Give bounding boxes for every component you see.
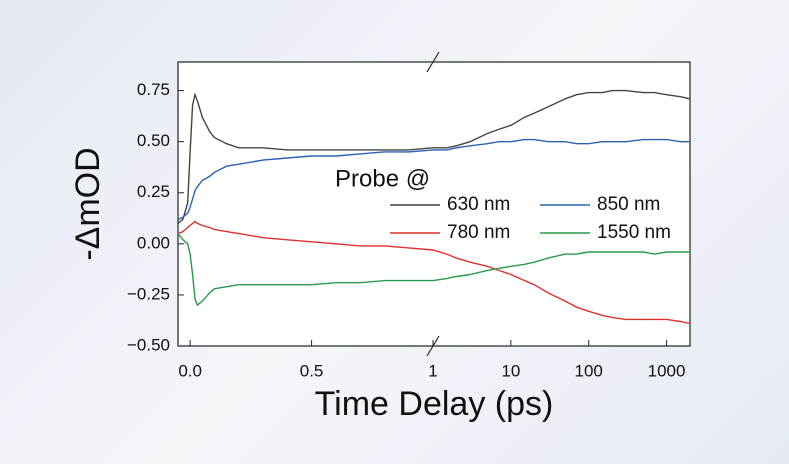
legend-label: 630 nm [447, 194, 510, 215]
plot-frame [177, 61, 691, 347]
y-tick-label: 0.75 [137, 80, 170, 99]
axis-break [426, 51, 440, 73]
x-tick-label: 1000 [648, 361, 686, 380]
y-tick-label: 0.25 [137, 182, 170, 201]
x-tick-label: 100 [575, 361, 603, 380]
legend-label: 1550 nm [597, 222, 671, 243]
series-line [177, 220, 691, 325]
y-tick-label: 0.00 [137, 233, 170, 252]
y-axis-label: -ΔmOD [69, 147, 107, 260]
legend-title: Probe @ [335, 165, 430, 192]
y-tick-label: −0.50 [127, 335, 170, 354]
series-line [177, 89, 691, 224]
x-tick-label: 10 [501, 361, 520, 380]
y-tick-label: 0.50 [137, 131, 170, 150]
x-tick-label: 0.0 [178, 361, 202, 380]
series-line [177, 138, 690, 220]
legend-label: 780 nm [447, 222, 510, 243]
x-tick-label: 1 [428, 361, 437, 380]
x-axis-label: Time Delay (ps) [315, 385, 554, 423]
y-tick-label: −0.25 [127, 284, 170, 303]
x-tick-label: 0.5 [300, 361, 324, 380]
legend-label: 850 nm [597, 194, 660, 215]
series-line [177, 233, 690, 307]
